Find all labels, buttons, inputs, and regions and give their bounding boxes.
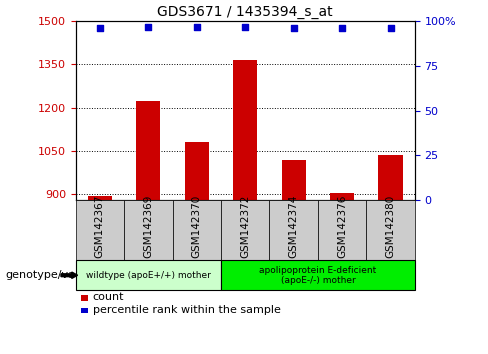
Bar: [88, 196, 112, 200]
Text: wildtype (apoE+/+) mother: wildtype (apoE+/+) mother: [86, 271, 211, 280]
Bar: [233, 60, 257, 200]
Text: apolipoprotein E-deficient
(apoE-/-) mother: apolipoprotein E-deficient (apoE-/-) mot…: [259, 266, 377, 285]
Text: GSM142367: GSM142367: [95, 195, 105, 258]
Text: GSM142380: GSM142380: [386, 195, 396, 258]
Point: [290, 25, 298, 31]
Text: GSM142376: GSM142376: [337, 195, 347, 258]
Bar: [184, 142, 209, 200]
Text: GSM142372: GSM142372: [240, 195, 250, 258]
Text: GSM142369: GSM142369: [143, 195, 153, 258]
Point: [386, 25, 394, 31]
Point: [338, 25, 346, 31]
Point: [96, 25, 104, 31]
Text: genotype/variation: genotype/variation: [5, 270, 111, 280]
Text: percentile rank within the sample: percentile rank within the sample: [93, 305, 281, 315]
Point: [144, 24, 152, 29]
Text: count: count: [93, 292, 124, 302]
Bar: [330, 193, 354, 200]
Text: GSM142370: GSM142370: [192, 195, 202, 258]
Bar: [136, 101, 161, 200]
Point: [242, 24, 249, 29]
Point: [193, 24, 201, 29]
Title: GDS3671 / 1435394_s_at: GDS3671 / 1435394_s_at: [158, 5, 333, 19]
Bar: [282, 160, 306, 200]
Text: GSM142374: GSM142374: [289, 195, 299, 258]
Bar: [379, 155, 403, 200]
